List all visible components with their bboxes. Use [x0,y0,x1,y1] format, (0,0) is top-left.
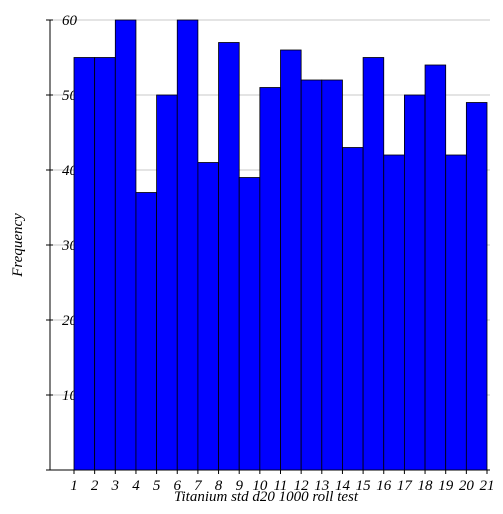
x-tick-label: 3 [111,478,120,494]
x-tick-label: 8 [215,478,223,494]
bar [280,49,302,471]
x-axis-label: Titanium std d20 1000 roll test [174,489,359,505]
x-tick-label: 11 [274,478,288,494]
bar [114,19,137,471]
bar [445,154,467,471]
y-axis-label: Frequency [10,213,26,278]
x-tick-label: 14 [335,478,351,494]
x-tick-label: 21 [480,478,495,494]
bar [156,94,178,471]
x-tick-label: 7 [194,478,203,494]
x-tick-label: 1 [70,478,78,494]
bar [176,19,199,471]
bar [238,177,261,471]
bar [362,57,385,471]
bar [424,64,447,471]
y-tick-label: 30 [61,238,78,254]
bar [197,162,219,471]
x-tick-label: 17 [397,478,414,494]
x-tick-label: 6 [174,478,182,494]
bar [342,147,364,471]
bar [403,94,426,471]
x-tick-label: 19 [438,478,454,494]
bar [465,102,488,471]
x-tick-label: 16 [376,478,392,494]
x-tick-label: 18 [418,478,434,494]
x-tick-label: 12 [294,478,310,494]
x-tick-label: 9 [235,478,243,494]
bar [259,87,281,471]
bar [383,154,405,471]
bar [218,42,240,471]
bar [94,57,116,471]
x-tick-label: 10 [252,478,268,494]
y-tick-label: 60 [62,13,78,29]
x-tick-label: 15 [356,478,372,494]
bar [321,79,343,471]
bar [73,57,96,471]
x-tick-label: 2 [91,478,99,494]
bar [135,192,157,471]
bar [300,79,323,471]
x-tick-label: 13 [314,478,329,494]
x-tick-label: 4 [132,478,140,494]
x-tick-label: 20 [459,478,475,494]
x-tick-label: 5 [153,478,161,494]
